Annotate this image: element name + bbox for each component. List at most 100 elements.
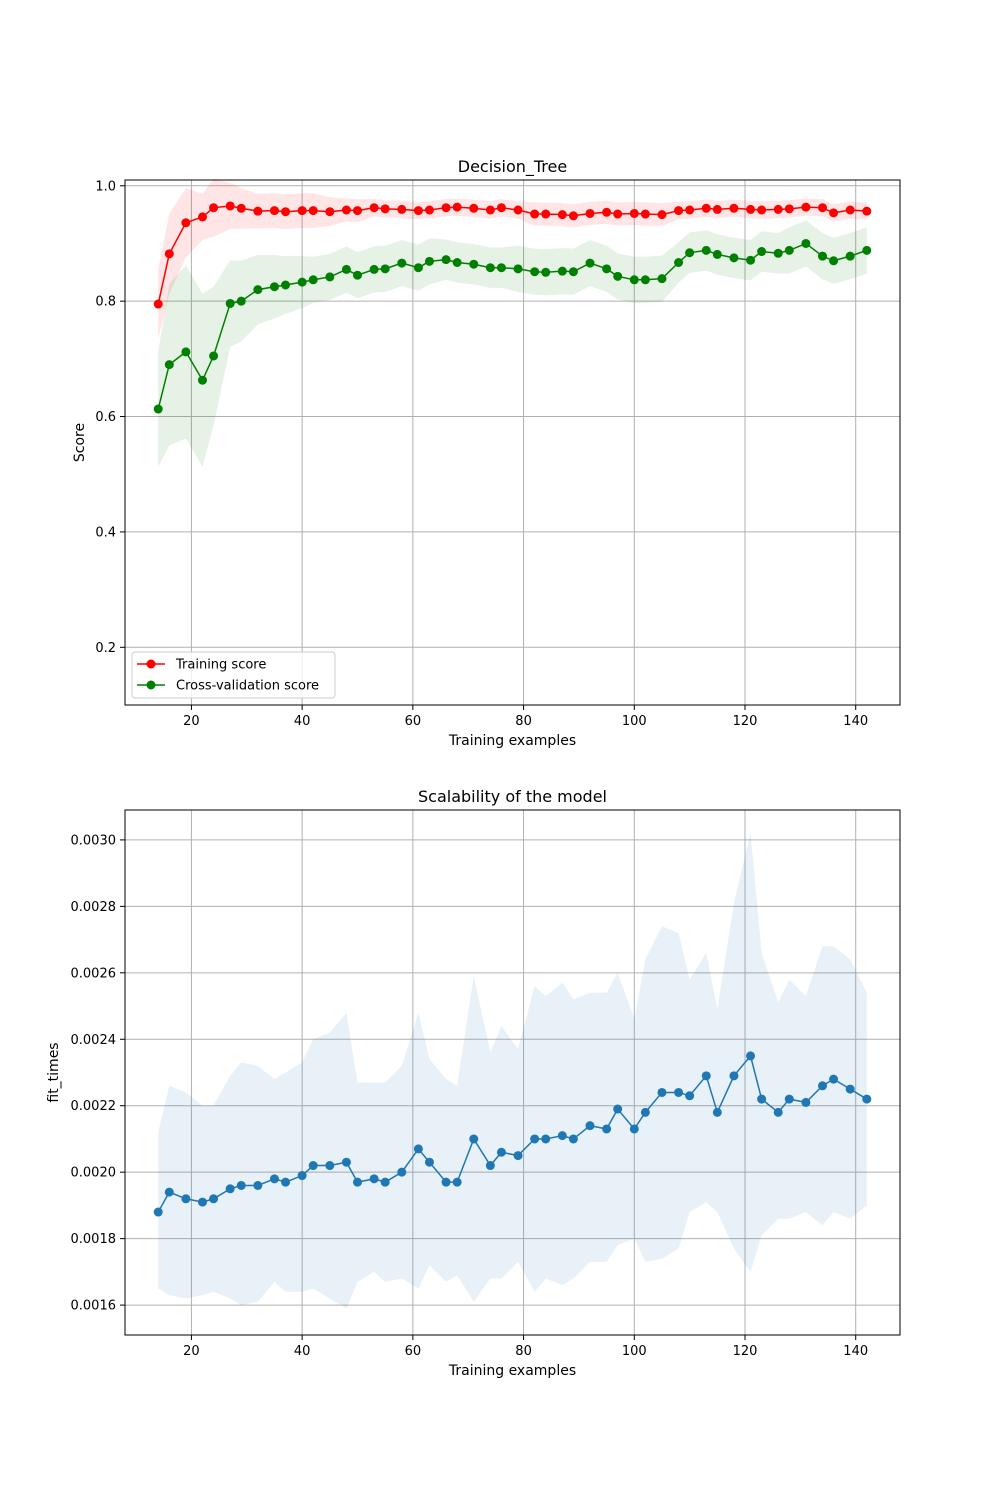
scalability-series-0-point — [613, 1104, 623, 1114]
scalability-series-0-point — [253, 1180, 263, 1190]
scalability-y-axis-label: fit_times — [46, 1042, 62, 1102]
learning-curve-series-1-point — [452, 258, 462, 267]
learning-curve-y-tick-label: 0.6 — [95, 410, 116, 425]
learning-curve-series-1-point — [253, 285, 263, 295]
scalability-series-0-point — [397, 1167, 407, 1177]
learning-curve-series-0-point — [674, 206, 684, 216]
learning-curve-series-0-point — [153, 299, 163, 309]
learning-curve-series-0-point — [757, 205, 767, 215]
learning-curve-y-tick-label: 0.2 — [95, 641, 116, 656]
scalability-series-0-point — [568, 1134, 578, 1144]
scalability-series-0-point — [413, 1144, 423, 1154]
learning-curve-grid — [125, 180, 900, 705]
learning-curve-series-0-point — [585, 208, 595, 218]
scalability-series-0-point — [845, 1084, 855, 1094]
learning-curve-series-1-point — [674, 258, 684, 267]
learning-curve-series-1-point — [325, 272, 335, 282]
learning-curve-series-1-point — [530, 267, 540, 277]
scalability-series-0-point — [325, 1161, 335, 1171]
learning-curve-series-1-point — [657, 274, 667, 284]
learning-curve-x-axis-label: Training examples — [448, 733, 576, 749]
scalability-series-0-point — [541, 1134, 551, 1144]
learning-curve-series-0-point — [746, 204, 756, 214]
learning-curve-series-0-point — [784, 204, 794, 214]
learning-curve-series-0-point — [164, 249, 174, 259]
learning-curve-y-tick-label: 0.8 — [95, 295, 116, 310]
learning-curve-series-0-point — [568, 211, 578, 221]
scalability-series-0-point — [225, 1184, 235, 1194]
learning-curve-series-1-point — [308, 275, 318, 285]
scalability-series-0-point — [773, 1107, 783, 1117]
learning-curve-series-1-point — [198, 375, 207, 385]
learning-curve-series-1-point — [585, 258, 595, 268]
learning-curve-y-tick-label: 0.4 — [95, 525, 116, 540]
scalability-series-0-point — [729, 1071, 739, 1081]
scalability-series-0-point — [269, 1174, 279, 1184]
learning-curve-series-1-point — [397, 258, 407, 268]
learning-curve-series-1-point — [701, 245, 711, 255]
learning-curve-series-0-point — [485, 205, 495, 215]
legend-training-marker — [146, 659, 156, 669]
learning-curve-series-0-point — [629, 208, 639, 218]
learning-curve-series-0-point — [829, 208, 839, 218]
learning-curve-series-0-point — [862, 206, 872, 216]
scalability-series-0-point — [496, 1147, 506, 1157]
scalability-x-axis-label: Training examples — [448, 1363, 576, 1379]
learning-curve-series-1-point — [862, 245, 872, 255]
learning-curve-x-tick-label: 120 — [733, 714, 758, 729]
learning-curve-series-0-point — [701, 203, 711, 213]
learning-curve-series-1-point — [613, 271, 623, 281]
learning-curve-series-0-point — [640, 209, 650, 219]
scalability-series-0-point — [685, 1091, 695, 1101]
scalability-series-0-point — [209, 1194, 219, 1204]
scalability-x-tick-label: 80 — [515, 1344, 532, 1359]
scalability-series-0-point — [485, 1161, 495, 1171]
learning-curve-series-0-point — [541, 209, 551, 219]
learning-curve-series-1-point — [746, 255, 756, 265]
scalability-bands — [158, 833, 867, 1309]
scalability-series-0-point — [469, 1134, 479, 1144]
scalability-series-0-point — [829, 1074, 839, 1084]
learning-curve-y-axis-label: Score — [72, 423, 88, 462]
scalability-series-0-point — [424, 1157, 434, 1167]
learning-curve-series-1-point — [568, 267, 578, 277]
learning-curve-series-0-band — [158, 178, 867, 339]
learning-curve-series-1-point — [818, 251, 827, 261]
scalability-chart: 20 40 60 80 100 120 140 0.00160.00180.00200.00… — [46, 787, 901, 1379]
learning-curve-x-tick-label: 80 — [515, 714, 532, 729]
scalability-series-0-point — [164, 1187, 174, 1197]
learning-curve-series-0-point — [369, 203, 379, 213]
learning-curve-x-tick-label: 140 — [843, 714, 868, 729]
learning-curve-series-0-point — [225, 201, 235, 211]
scalability-series-0-point — [297, 1171, 307, 1181]
scalability-x-tick-label: 120 — [733, 1344, 758, 1359]
learning-curve-series-1-point — [424, 256, 434, 266]
scalability-y-tick-label: 0.0022 — [71, 1099, 117, 1114]
learning-curve-series-1-point — [602, 264, 612, 274]
learning-curve-series-1-point — [413, 263, 423, 273]
learning-curve-series-0-point — [308, 206, 318, 216]
learning-curve-y-ticks: 0.2 0.4 0.6 0.8 1.0 — [95, 179, 125, 656]
learning-curve-series-0-point — [253, 206, 263, 216]
learning-curve-series-0-point — [712, 204, 722, 214]
learning-curve-series-0-point — [557, 210, 567, 220]
scalability-x-ticks: 20 40 60 80 100 120 140 — [183, 1335, 868, 1359]
learning-curve-series-0-point — [729, 203, 739, 213]
learning-curve-series-1-band — [158, 220, 867, 467]
scalability-series-0-point — [281, 1177, 291, 1187]
learning-curve-series-1-point — [629, 275, 639, 285]
scalability-series-0-point — [640, 1107, 650, 1117]
scalability-series-0-point — [657, 1087, 667, 1097]
learning-curve-series-1-point — [297, 277, 307, 287]
learning-curve-series-0-point — [297, 206, 307, 216]
learning-curve-series-0-point — [818, 203, 827, 213]
learning-curve-series-0-point — [325, 207, 335, 217]
scalability-markers — [153, 1051, 872, 1217]
scalability-series-0-point — [369, 1174, 379, 1184]
learning-curve-series-1-point — [281, 280, 291, 290]
scalability-series-0-point — [380, 1177, 390, 1187]
scalability-y-ticks: 0.0016 0.0018 0.0020 0.0022 0.0024 0.0026 0.00… — [71, 833, 125, 1314]
learning-curve-series-1-point — [380, 264, 390, 274]
learning-curve-series-0-point — [613, 209, 623, 219]
